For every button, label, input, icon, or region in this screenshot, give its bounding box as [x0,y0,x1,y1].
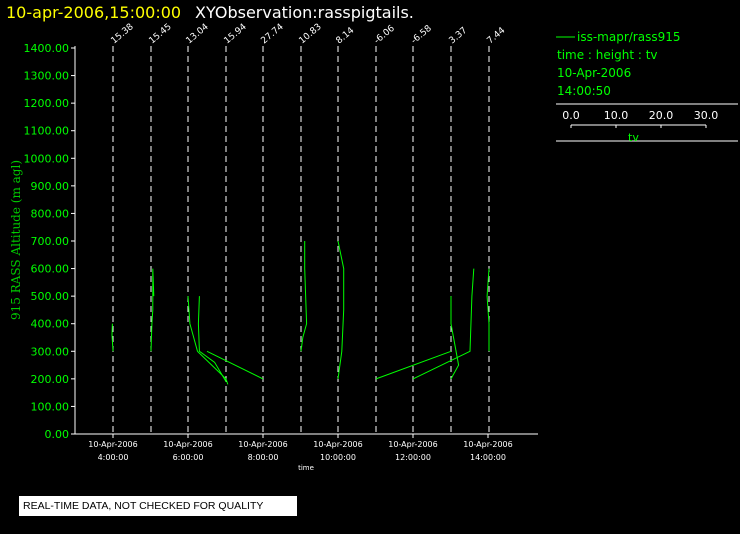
y-tick-label: 500.00 [31,290,70,303]
legend-scale-tick-label: 10.0 [604,109,629,122]
observation-label: -6.06 [373,23,397,46]
x-tick-date: 10-Apr-2006 [88,440,137,449]
trace-line [300,241,308,352]
trace-line [111,323,114,352]
y-tick-label: 1000.00 [24,152,70,165]
x-tick-time: 4:00:00 [98,453,129,462]
legend-variables: time : height : tv [557,48,658,62]
y-ticks: 0.00 100.00 200.00 300.00 400.00 500.00 600.00… [24,42,75,441]
observation-label: 3.37 [448,26,470,47]
legend-scale: 0.0 10.0 20.0 30.0 [562,109,718,128]
legend-date: 10-Apr-2006 [557,66,631,80]
trace-line [375,350,452,380]
chart-date-title: 10-apr-2006,15:00:00 [6,3,181,22]
trace-line [450,296,460,380]
y-tick-label: 1300.00 [24,70,70,83]
trace-line [197,296,227,382]
observation-label: 15.45 [148,22,174,46]
chart-title: XYObservation:rasspigtails. [195,3,414,22]
legend-series-name: iss-mapr/rass915 [577,30,681,44]
legend-time: 14:00:50 [557,84,611,98]
y-tick-label: 200.00 [31,373,70,386]
quality-notice: REAL-TIME DATA, NOT CHECKED FOR QUALITY [18,495,298,517]
y-tick-label: 1100.00 [24,125,70,138]
y-tick-label: 1400.00 [24,42,70,55]
observation-label: 10.83 [298,22,324,46]
y-tick-label: 300.00 [31,345,70,358]
observation-label: -6.58 [410,23,434,46]
x-tick-date: 10-Apr-2006 [463,440,512,449]
observation-label: 7.44 [486,26,508,47]
y-tick-label: 1200.00 [24,97,70,110]
traces [111,240,490,385]
x-tick-date: 10-Apr-2006 [388,440,437,449]
x-tick-date: 10-Apr-2006 [238,440,287,449]
y-tick-label: 900.00 [31,180,70,193]
x-tick-time: 6:00:00 [173,453,204,462]
x-tick-date: 10-Apr-2006 [313,440,362,449]
x-tick-time: 12:00:00 [395,453,431,462]
y-tick-label: 600.00 [31,263,70,276]
observation-label: 13.04 [185,22,211,46]
legend-scale-label: tv [628,131,639,144]
observation-label: 8.14 [335,26,357,47]
trace-line [150,268,155,352]
y-tick-label: 100.00 [31,400,70,413]
trace-line [206,350,264,380]
y-tick-label: 700.00 [31,235,70,248]
x-axis-label: time [298,464,314,472]
x-ticks: 10-Apr-2006 4:00:00 10-Apr-2006 6:00:00 10-A… [88,434,513,462]
x-tick-time: 14:00:00 [470,453,506,462]
observation-label: 27.74 [260,22,286,46]
x-tick-time: 8:00:00 [248,453,279,462]
trace-line [337,240,345,379]
x-tick-date: 10-Apr-2006 [163,440,212,449]
y-tick-label: 800.00 [31,207,70,220]
legend-scale-tick-label: 20.0 [649,109,674,122]
trace-line [187,296,229,385]
observation-lines: 15.38 15.45 13.04 15.94 27.74 10.83 8.14 -6.06-… [110,22,508,434]
y-tick-label: 400.00 [31,318,70,331]
trace-line [412,268,475,380]
legend-scale-tick-label: 30.0 [694,109,719,122]
x-tick-time: 10:00:00 [320,453,356,462]
observation-label: 15.94 [223,22,249,46]
legend-scale-tick-label: 0.0 [562,109,580,122]
y-axis-label: 915 RASS Altitude (m agl) [9,160,23,320]
observation-label: 15.38 [110,22,136,46]
trace-line [486,268,490,352]
y-tick-label: 0.00 [45,428,70,441]
